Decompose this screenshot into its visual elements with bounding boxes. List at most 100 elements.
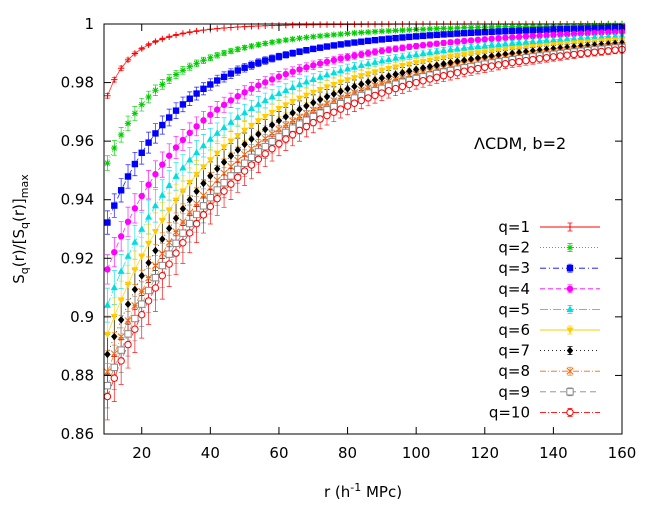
data-point (522, 38, 530, 45)
legend-entry: q=1 (498, 218, 600, 236)
data-point (151, 261, 160, 269)
marker-square (248, 61, 255, 69)
marker-triangle (426, 48, 434, 56)
data-point (330, 31, 338, 38)
marker-plus (145, 41, 152, 48)
data-point (103, 301, 111, 308)
marker-triangle-down (241, 127, 249, 135)
marker-square (303, 47, 310, 54)
data-point (556, 35, 564, 42)
data-point (535, 54, 544, 63)
data-point (399, 44, 406, 52)
marker-triangle-down (398, 62, 406, 70)
data-point (303, 64, 310, 71)
data-point (536, 22, 543, 30)
marker-square (412, 33, 420, 40)
marker-circle (234, 93, 241, 100)
x-tick-label: 120 (470, 444, 499, 462)
data-point (186, 95, 193, 102)
data-point (590, 48, 599, 56)
data-point (467, 66, 475, 74)
marker-triangle-down (501, 46, 509, 54)
data-point (371, 58, 379, 65)
data-point (214, 25, 221, 32)
data-point (494, 61, 503, 69)
marker-square-open (234, 165, 242, 174)
marker-triangle (103, 301, 111, 308)
marker-circle (563, 30, 571, 38)
marker-circle-open (515, 57, 523, 66)
marker-square-open (302, 116, 311, 124)
marker-triangle (543, 36, 551, 43)
data-point (481, 63, 489, 71)
marker-diamond (303, 102, 310, 110)
data-point (234, 67, 241, 74)
marker-triangle (597, 33, 605, 40)
marker-star (378, 28, 386, 35)
marker-circle (323, 58, 331, 65)
marker-triangle (179, 164, 187, 171)
marker-circle (268, 76, 276, 83)
data-point (275, 53, 283, 60)
marker-diamond (296, 105, 303, 114)
marker-circle (467, 37, 475, 44)
data-point (577, 49, 585, 58)
marker-triangle-down (145, 240, 153, 248)
data-point (199, 141, 208, 149)
data-point (344, 77, 352, 84)
data-point (515, 38, 523, 46)
marker-cross (316, 103, 324, 111)
data-point (282, 102, 290, 109)
marker-star (454, 24, 461, 32)
marker-square (207, 81, 214, 88)
data-point (254, 148, 263, 156)
data-point (172, 197, 180, 205)
data-point (296, 48, 303, 55)
data-point (419, 42, 427, 49)
marker-star (241, 44, 248, 51)
data-point (598, 29, 605, 36)
marker-diamond (124, 300, 132, 309)
marker-diamond (193, 187, 200, 196)
data-point (172, 144, 180, 151)
data-point (193, 171, 201, 179)
marker-star (159, 81, 166, 88)
data-point (165, 114, 173, 121)
marker-circle (165, 152, 173, 159)
data-point (111, 248, 118, 256)
data-point (138, 101, 145, 108)
data-point (295, 126, 304, 135)
marker-square-open (268, 137, 276, 146)
data-point (309, 89, 317, 97)
marker-square (406, 33, 413, 41)
data-point (124, 173, 132, 180)
marker-diamond (179, 204, 187, 213)
data-point (172, 71, 180, 78)
marker-star (248, 42, 255, 50)
data-point (275, 140, 283, 148)
data-point (303, 34, 310, 41)
marker-triangle (501, 39, 509, 47)
data-point (193, 27, 200, 35)
data-point (577, 42, 585, 51)
data-point (474, 24, 482, 31)
data-point (220, 24, 228, 32)
data-point (392, 64, 400, 71)
data-point (302, 109, 310, 118)
marker-circle (138, 192, 145, 200)
data-point (158, 191, 166, 198)
data-point (220, 101, 228, 109)
data-point (145, 41, 152, 48)
data-point (467, 29, 475, 37)
data-point (597, 47, 606, 56)
marker-circle-open (583, 49, 592, 57)
data-point (543, 36, 551, 43)
marker-square (214, 77, 221, 84)
marker-triangle-down (433, 56, 441, 63)
marker-circle-open (103, 392, 112, 401)
marker-star (316, 32, 324, 40)
data-point (323, 43, 331, 50)
data-point (255, 59, 262, 66)
marker-circle (220, 101, 228, 109)
marker-diamond (584, 41, 591, 50)
